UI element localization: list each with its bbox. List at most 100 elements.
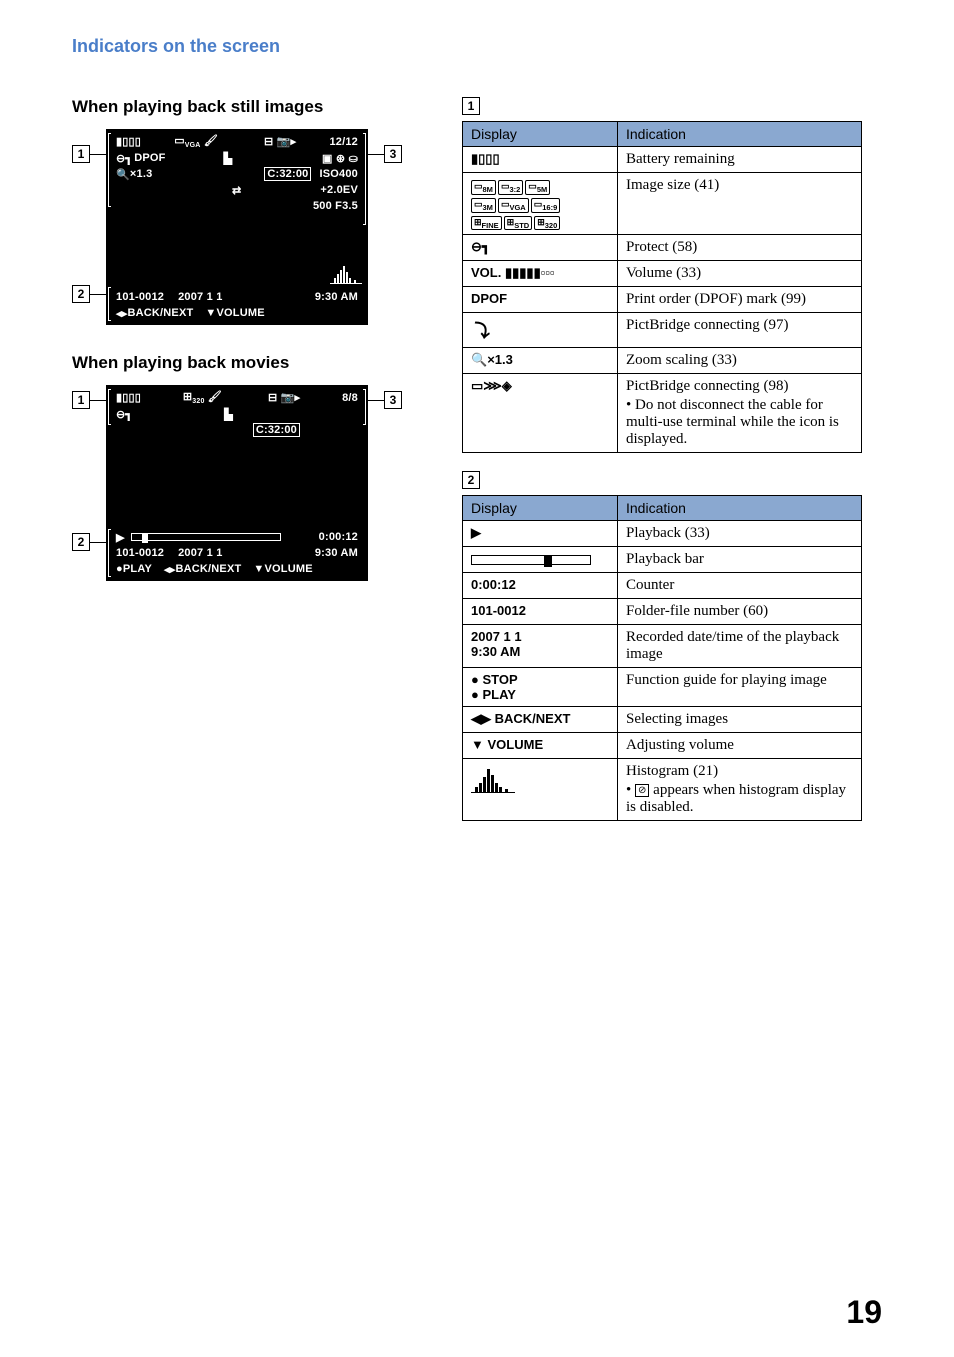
indication: Counter (618, 573, 862, 599)
indication: Playback (33) (618, 521, 862, 547)
table-row: Histogram (21) ⊘ appears when histogram … (463, 759, 862, 821)
memory-icon: ⊟ 📷▸ (268, 391, 300, 404)
time: 9:30 AM (315, 291, 358, 303)
image-size-icons: ▭8M▭3:2▭5M ▭3M▭VGA▭16:9 ⊞FINE⊞STD⊞320 (463, 173, 618, 235)
table-row: 🔍×1.3 Zoom scaling (33) (463, 348, 862, 374)
volume-label: VOLUME (488, 737, 544, 752)
shutter: 500 F3.5 (313, 200, 358, 212)
indication: PictBridge connecting (98) Do not discon… (618, 374, 862, 453)
indication: Battery remaining (618, 147, 862, 173)
ev: +2.0EV (320, 184, 358, 196)
frame-count: 12/12 (329, 136, 358, 148)
stop-label: STOP (482, 672, 517, 687)
indication: Histogram (21) ⊘ appears when histogram … (618, 759, 862, 821)
protect-icon: ⊖┓ (116, 408, 132, 421)
section-title: Indicators on the screen (72, 36, 882, 57)
subheading-movie: When playing back movies (72, 353, 402, 373)
zoom-label: ×1.3 (487, 352, 513, 367)
counter: 0:00:12 (319, 531, 358, 543)
zoom-value: ×1.3 (130, 168, 153, 180)
callout-1: 1 (72, 145, 90, 163)
volume-icon: ▼ (253, 563, 264, 575)
indication: Recorded date/time of the playback image (618, 625, 862, 668)
play-icon: ▶ (471, 525, 481, 540)
c-code: C:32:00 (253, 423, 300, 437)
volume-label: VOL. (471, 265, 501, 280)
callout-1-movie: 1 (72, 391, 90, 409)
card-icons: ▣ ⊛ ⛀ (322, 152, 358, 165)
page-number: 19 (846, 1294, 882, 1331)
memory-icon: ⊟ 📷▸ (264, 135, 296, 148)
th-indication: Indication (618, 496, 862, 521)
down-arrow-icon: ▼ (471, 737, 484, 752)
indication: Adjusting volume (618, 733, 862, 759)
table-row: VOL. ▮▮▮▮▮▫▫▫ Volume (33) (463, 261, 862, 287)
folder-label: 101-0012 (463, 599, 618, 625)
pictbridge-icon: ⇄ (232, 184, 241, 197)
time: 9:30 AM (315, 547, 358, 559)
indicator-table-2: Display Indication ▶ Playback (33) Playb… (462, 495, 862, 821)
play-dot-icon: ● (116, 563, 123, 575)
indication: Selecting images (618, 707, 862, 733)
table-row: ▭8M▭3:2▭5M ▭3M▭VGA▭16:9 ⊞FINE⊞STD⊞320 Im… (463, 173, 862, 235)
indication: Function guide for playing image (618, 668, 862, 707)
protect-icon: ⊖┓ (116, 152, 132, 165)
callout-3-movie: 3 (384, 391, 402, 409)
th-display: Display (463, 496, 618, 521)
table-row: ● STOP ● PLAY Function guide for playing… (463, 668, 862, 707)
vga-icon: ▭VGA 🖌 (174, 134, 218, 149)
table1-marker: 1 (462, 97, 480, 115)
table-row: ▼ VOLUME Adjusting volume (463, 733, 862, 759)
indicator-table-1: Display Indication ▮▯▯▯ Battery remainin… (462, 121, 862, 453)
volume-label: VOLUME (217, 307, 265, 319)
date: 2007 1 1 (178, 291, 222, 303)
table-row: ▶ Playback (33) (463, 521, 862, 547)
th-indication: Indication (618, 122, 862, 147)
play-label: PLAY (482, 687, 515, 702)
c-code: C:32:00 (264, 167, 311, 181)
date: 2007 1 1 (178, 547, 222, 559)
folder: 101-0012 (116, 547, 164, 559)
counter-label: 0:00:12 (463, 573, 618, 599)
indication: Volume (33) (618, 261, 862, 287)
indication: Zoom scaling (33) (618, 348, 862, 374)
battery-icon: ▮▯▯▯ (116, 135, 141, 148)
indication: Protect (58) (618, 235, 862, 261)
callout-2: 2 (72, 285, 90, 303)
backnext-label: BACK/NEXT (175, 563, 241, 575)
play-icon: ▶ (116, 531, 125, 544)
left-column: When playing back still images 1 2 3 ▮▯▯… (72, 97, 402, 821)
callout-2-movie: 2 (72, 533, 90, 551)
table-row: DPOF Print order (DPOF) mark (99) (463, 287, 862, 313)
backnext-icon: ◂▸ (164, 563, 175, 576)
arrows-icon: ◀▶ (471, 711, 491, 726)
zoom-icon: 🔍 (471, 352, 487, 367)
table-row: Playback bar (463, 547, 862, 573)
battery-icon: ▮▯▯▯ (471, 151, 500, 166)
callout-3: 3 (384, 145, 402, 163)
pictbridge-icon: ⤵ (471, 321, 489, 341)
indication: Print order (DPOF) mark (99) (618, 287, 862, 313)
protect-icon: ⊖┓ (471, 239, 490, 254)
table-row: 0:00:12 Counter (463, 573, 862, 599)
volume-label: VOLUME (265, 563, 313, 575)
volume-bars-icon: ▮▮▮▮▮▫▫▫ (505, 265, 555, 280)
indication: Folder-file number (60) (618, 599, 862, 625)
iso: ISO400 (319, 168, 358, 180)
play-dot-icon: ● (471, 687, 479, 702)
backnext-icon: ◂▸ (116, 307, 127, 320)
table2-marker: 2 (462, 471, 480, 489)
movie-screenshot: 1 2 3 ▮▯▯▯ ⊞320 🖌 ⊟ 📷▸ 8/8 ⊖┓ ▙ (72, 385, 402, 581)
subheading-still: When playing back still images (72, 97, 402, 117)
stop-dot-icon: ● (471, 672, 479, 687)
indication: Playback bar (618, 547, 862, 573)
zoom-icon: 🔍 (116, 168, 130, 181)
table-row: 101-0012 Folder-file number (60) (463, 599, 862, 625)
dpof-label: DPOF (134, 152, 165, 164)
date-label-1: 2007 1 1 (471, 629, 522, 644)
histogram-icon (463, 759, 618, 821)
table-row: ▮▯▯▯ Battery remaining (463, 147, 862, 173)
date-label-2: 9:30 AM (471, 644, 520, 659)
backnext-label: BACK/NEXT (127, 307, 193, 319)
folder: 101-0012 (116, 291, 164, 303)
